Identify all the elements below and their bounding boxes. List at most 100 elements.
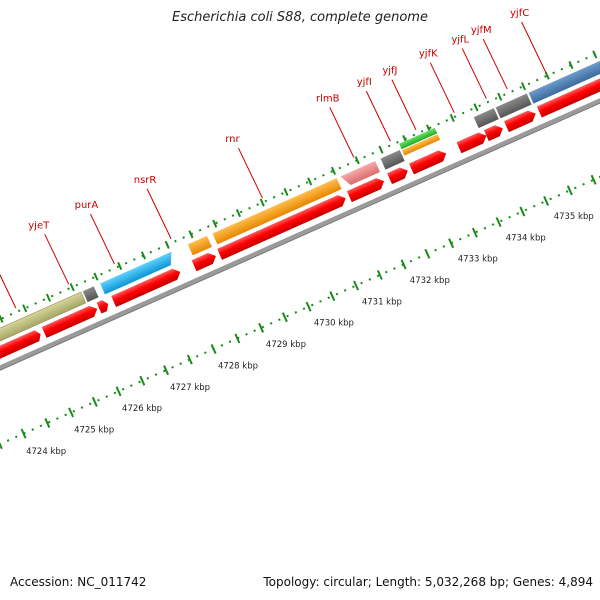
scale-label: 4732 kbp xyxy=(410,276,450,286)
gene-label[interactable]: yjfL xyxy=(451,34,469,45)
cds-arrow[interactable] xyxy=(346,176,387,203)
gene-leader-line xyxy=(89,213,115,265)
outer-major-tick xyxy=(592,50,598,59)
gene-hflc-feature[interactable] xyxy=(0,291,87,363)
gene-leader-line xyxy=(429,62,455,113)
outer-major-tick xyxy=(0,314,4,323)
inner-major-tick xyxy=(68,407,75,418)
gene-yjet-feature[interactable] xyxy=(82,286,99,303)
gene-rnr-feature[interactable] xyxy=(212,178,342,245)
inner-major-tick xyxy=(210,344,217,354)
outer-major-tick xyxy=(69,283,75,292)
inner-major-tick xyxy=(163,365,170,376)
gene-yjfj-feature-green[interactable] xyxy=(399,127,438,150)
outer-major-tick xyxy=(259,198,265,207)
outer-major-tick xyxy=(283,187,289,197)
gene-label[interactable]: yjfJ xyxy=(382,66,397,77)
scale-label: 4731 kbp xyxy=(362,297,402,307)
inner-major-tick xyxy=(448,238,455,249)
gene-rlmb-feature[interactable] xyxy=(340,161,380,187)
feature-row-top xyxy=(0,50,600,363)
outer-major-tick xyxy=(140,251,147,260)
gene-pura-feature[interactable] xyxy=(100,251,176,295)
cds-row xyxy=(0,65,600,360)
gene-label[interactable]: yjfK xyxy=(419,49,438,60)
cds-arrow[interactable] xyxy=(217,193,348,260)
genome-backbone-shadow xyxy=(0,85,600,388)
gene-label-layer: hflCyjeTpurAnsrRrnrrlmByjfIyjfJyjfKyjfLy… xyxy=(0,8,547,309)
cds-arrow[interactable] xyxy=(191,251,219,272)
outer-major-tick xyxy=(544,71,550,80)
accession-label: Accession: NC_011742 xyxy=(10,575,147,589)
cds-arrow[interactable] xyxy=(111,266,183,308)
inner-major-tick xyxy=(329,291,336,302)
cds-arrow[interactable] xyxy=(409,148,449,175)
outer-major-tick xyxy=(93,272,99,281)
outer-major-tick xyxy=(449,113,455,123)
outer-major-tick xyxy=(212,219,218,228)
scale-label: 4725 kbp xyxy=(74,425,114,435)
cds-arrow[interactable] xyxy=(456,130,489,154)
inner-major-tick xyxy=(0,439,3,450)
cds-arrow[interactable] xyxy=(483,123,505,142)
genome-backbone xyxy=(0,81,600,387)
cds-arrow[interactable] xyxy=(536,65,600,118)
scale-label: 4730 kbp xyxy=(314,319,354,329)
gene-yjfj-feature[interactable] xyxy=(402,134,441,156)
cds-arrow[interactable] xyxy=(96,298,111,314)
gene-leader-line xyxy=(329,107,355,158)
outer-major-tick xyxy=(378,145,384,154)
inner-major-tick xyxy=(376,269,383,280)
cds-arrow[interactable] xyxy=(41,303,100,338)
scale-label: 4728 kbp xyxy=(218,361,258,371)
gene-yjfl-feature[interactable] xyxy=(473,108,499,129)
gene-label[interactable]: yjeT xyxy=(28,220,50,231)
inner-major-tick xyxy=(400,259,407,270)
gene-leader-line xyxy=(482,38,508,90)
scale-label: 4724 kbp xyxy=(26,447,66,457)
outer-major-tick xyxy=(568,61,574,70)
outer-major-tick xyxy=(497,92,503,101)
inner-major-tick xyxy=(566,185,573,196)
gene-label[interactable]: rnr xyxy=(225,134,240,145)
gene-yjfc-feature[interactable] xyxy=(528,50,600,104)
scale-label: 4734 kbp xyxy=(506,233,546,243)
outer-major-tick xyxy=(520,82,527,91)
outer-major-ticks xyxy=(0,50,598,323)
scale-label: 4733 kbp xyxy=(458,255,498,265)
inner-major-tick xyxy=(234,333,241,344)
gene-leader-line xyxy=(391,79,417,130)
scale-label: 4727 kbp xyxy=(170,383,210,393)
inner-major-tick xyxy=(186,354,193,365)
inner-major-tick xyxy=(543,195,550,206)
gene-leader-line xyxy=(44,234,70,285)
inner-major-tick xyxy=(590,174,597,185)
cds-arrow[interactable] xyxy=(504,108,538,133)
gene-label[interactable]: rlmB xyxy=(316,93,340,104)
outer-major-tick xyxy=(473,103,479,112)
cds-arrow[interactable] xyxy=(387,165,410,185)
outer-major-tick xyxy=(307,177,313,186)
gene-yjfm-feature[interactable] xyxy=(495,93,532,119)
inner-major-tick xyxy=(115,386,122,397)
gene-label[interactable]: yjfI xyxy=(357,77,372,88)
inner-major-tick xyxy=(258,322,265,333)
inner-major-tick xyxy=(139,375,146,386)
gene-label[interactable]: yjfM xyxy=(471,25,492,36)
cds-arrow[interactable] xyxy=(0,329,43,360)
inner-major-tick xyxy=(44,418,51,428)
gene-label[interactable]: yjfC xyxy=(510,8,529,19)
outer-major-tick xyxy=(354,156,360,165)
gene-leader-line xyxy=(0,273,17,309)
gene-nsrr-feature[interactable] xyxy=(187,235,212,256)
gene-label[interactable]: purA xyxy=(75,200,99,211)
gene-label[interactable]: nsrR xyxy=(134,175,157,186)
outer-major-tick xyxy=(45,293,51,302)
inner-major-tick xyxy=(20,428,27,439)
gene-yjfi-feature[interactable] xyxy=(380,150,405,170)
inner-major-tick xyxy=(495,217,502,228)
inner-tick-track xyxy=(0,146,600,450)
outer-major-tick xyxy=(188,230,194,239)
outer-major-tick xyxy=(22,304,28,313)
